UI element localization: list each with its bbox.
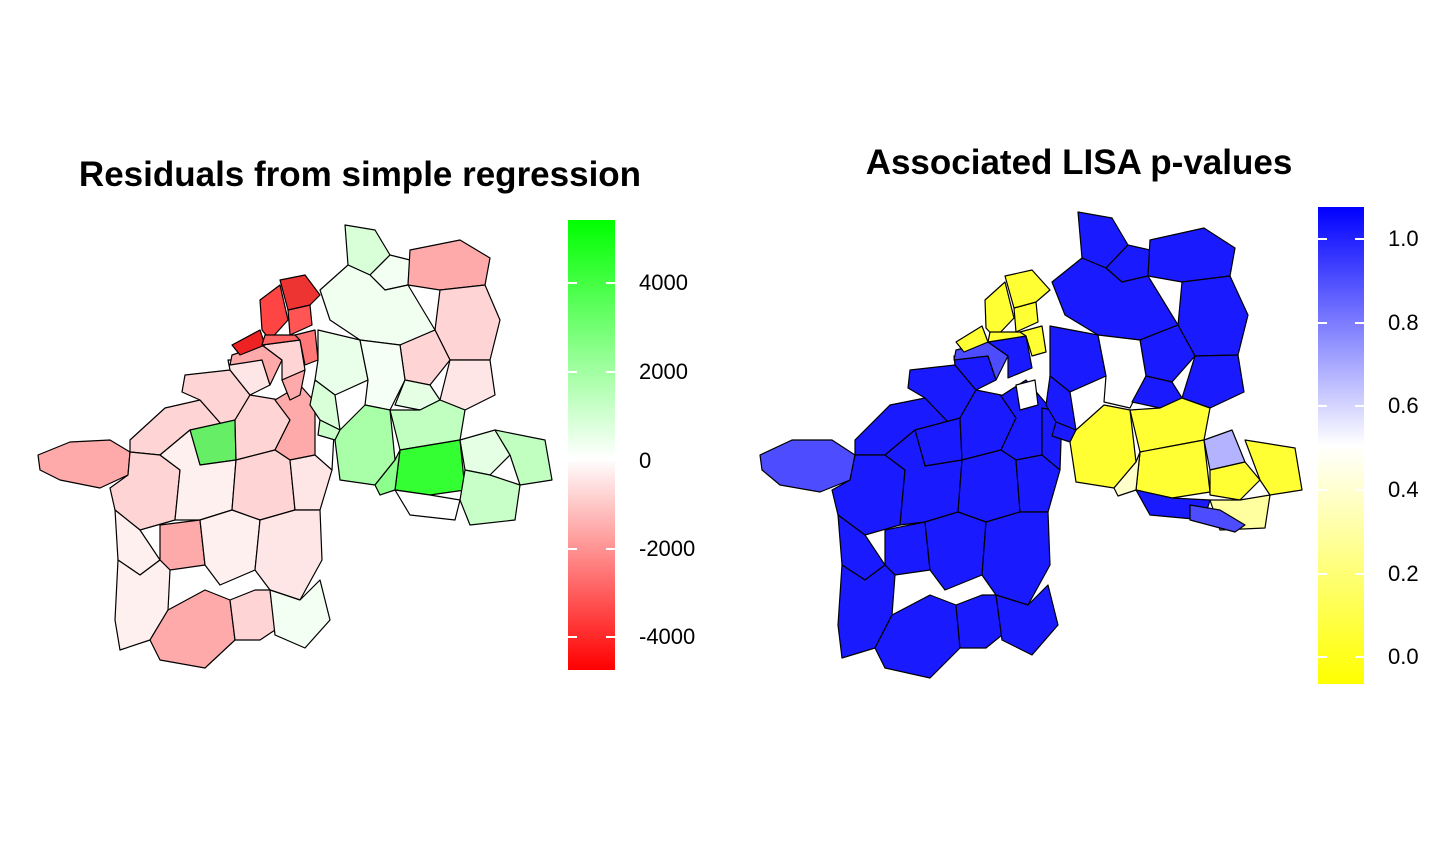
lisa-panel: Associated LISA p-values <box>720 0 1440 864</box>
region-auvergne <box>924 511 987 591</box>
region-de-schwaben <box>374 449 401 496</box>
residuals-panel: Residuals from simple regression <box>37 155 696 670</box>
residuals-tick-label: -4000 <box>639 624 696 649</box>
region-nl-limburg <box>1019 325 1047 357</box>
lisa-tick-label: 0.8 <box>1388 310 1419 335</box>
region-brittany <box>759 439 856 493</box>
region-languedoc <box>955 594 1003 649</box>
region-nl-north <box>279 274 321 311</box>
lisa-tick-label: 0.0 <box>1388 644 1419 669</box>
lisa-map-title: Associated LISA p-values <box>865 143 1293 182</box>
region-at-tirol <box>394 489 461 521</box>
region-nl-limburg <box>294 329 319 366</box>
region-limousin <box>159 519 206 571</box>
region-nl-holland <box>984 281 1015 339</box>
region-de-mecklenburg <box>1147 227 1236 283</box>
region-de-niedersachsen <box>319 264 436 346</box>
region-paca <box>269 579 331 649</box>
lisa-tick-label: 0.4 <box>1388 477 1419 502</box>
residuals-tick-label: 4000 <box>639 270 688 295</box>
region-at-upper <box>459 429 511 476</box>
region-at-lower <box>1244 439 1303 496</box>
lisa-tick-label: 0.6 <box>1388 393 1419 418</box>
region-languedoc <box>229 589 276 641</box>
region-limousin <box>884 521 931 576</box>
residuals-colorbar <box>568 220 615 670</box>
lisa-tick-label: 0.2 <box>1388 561 1419 586</box>
region-de-mecklenburg <box>407 239 491 291</box>
region-de-bw <box>1069 404 1137 489</box>
residuals-tick-label: 0 <box>639 448 652 473</box>
region-de-niedersachsen <box>1051 257 1179 341</box>
region-paca <box>995 584 1059 656</box>
lisa-map <box>759 211 1303 679</box>
region-de-schwaben <box>1113 451 1141 497</box>
region-luxembourg <box>1015 379 1039 411</box>
region-nl-holland <box>259 284 289 341</box>
lisa-colorbar <box>1318 207 1364 684</box>
region-de-sachsen <box>439 359 496 411</box>
residuals-map <box>37 224 553 669</box>
region-franche-comte <box>1015 454 1061 513</box>
region-at-styria <box>459 469 521 526</box>
lisa-tick-label: 1.0 <box>1388 226 1419 251</box>
region-rhone-alpes <box>254 509 323 601</box>
residuals-tick-label: 2000 <box>639 359 688 384</box>
region-luxembourg <box>281 369 306 401</box>
region-at-carinthia <box>1189 504 1246 533</box>
residuals-map-title: Residuals from simple regression <box>78 155 642 194</box>
region-bourgogne <box>957 449 1021 523</box>
region-de-hessen <box>1097 334 1147 409</box>
region-franche-comte <box>289 454 333 511</box>
region-brittany <box>37 439 131 489</box>
region-nl-north <box>1004 269 1051 309</box>
region-de-bw <box>334 404 396 486</box>
residuals-tick-label: -2000 <box>639 536 696 561</box>
region-rhone-alpes <box>981 511 1051 606</box>
region-at-upper <box>1209 461 1261 501</box>
region-auvergne <box>199 509 261 586</box>
region-at-lower <box>494 429 553 486</box>
region-de-sachsen <box>1181 354 1245 409</box>
region-bourgogne <box>231 449 296 521</box>
